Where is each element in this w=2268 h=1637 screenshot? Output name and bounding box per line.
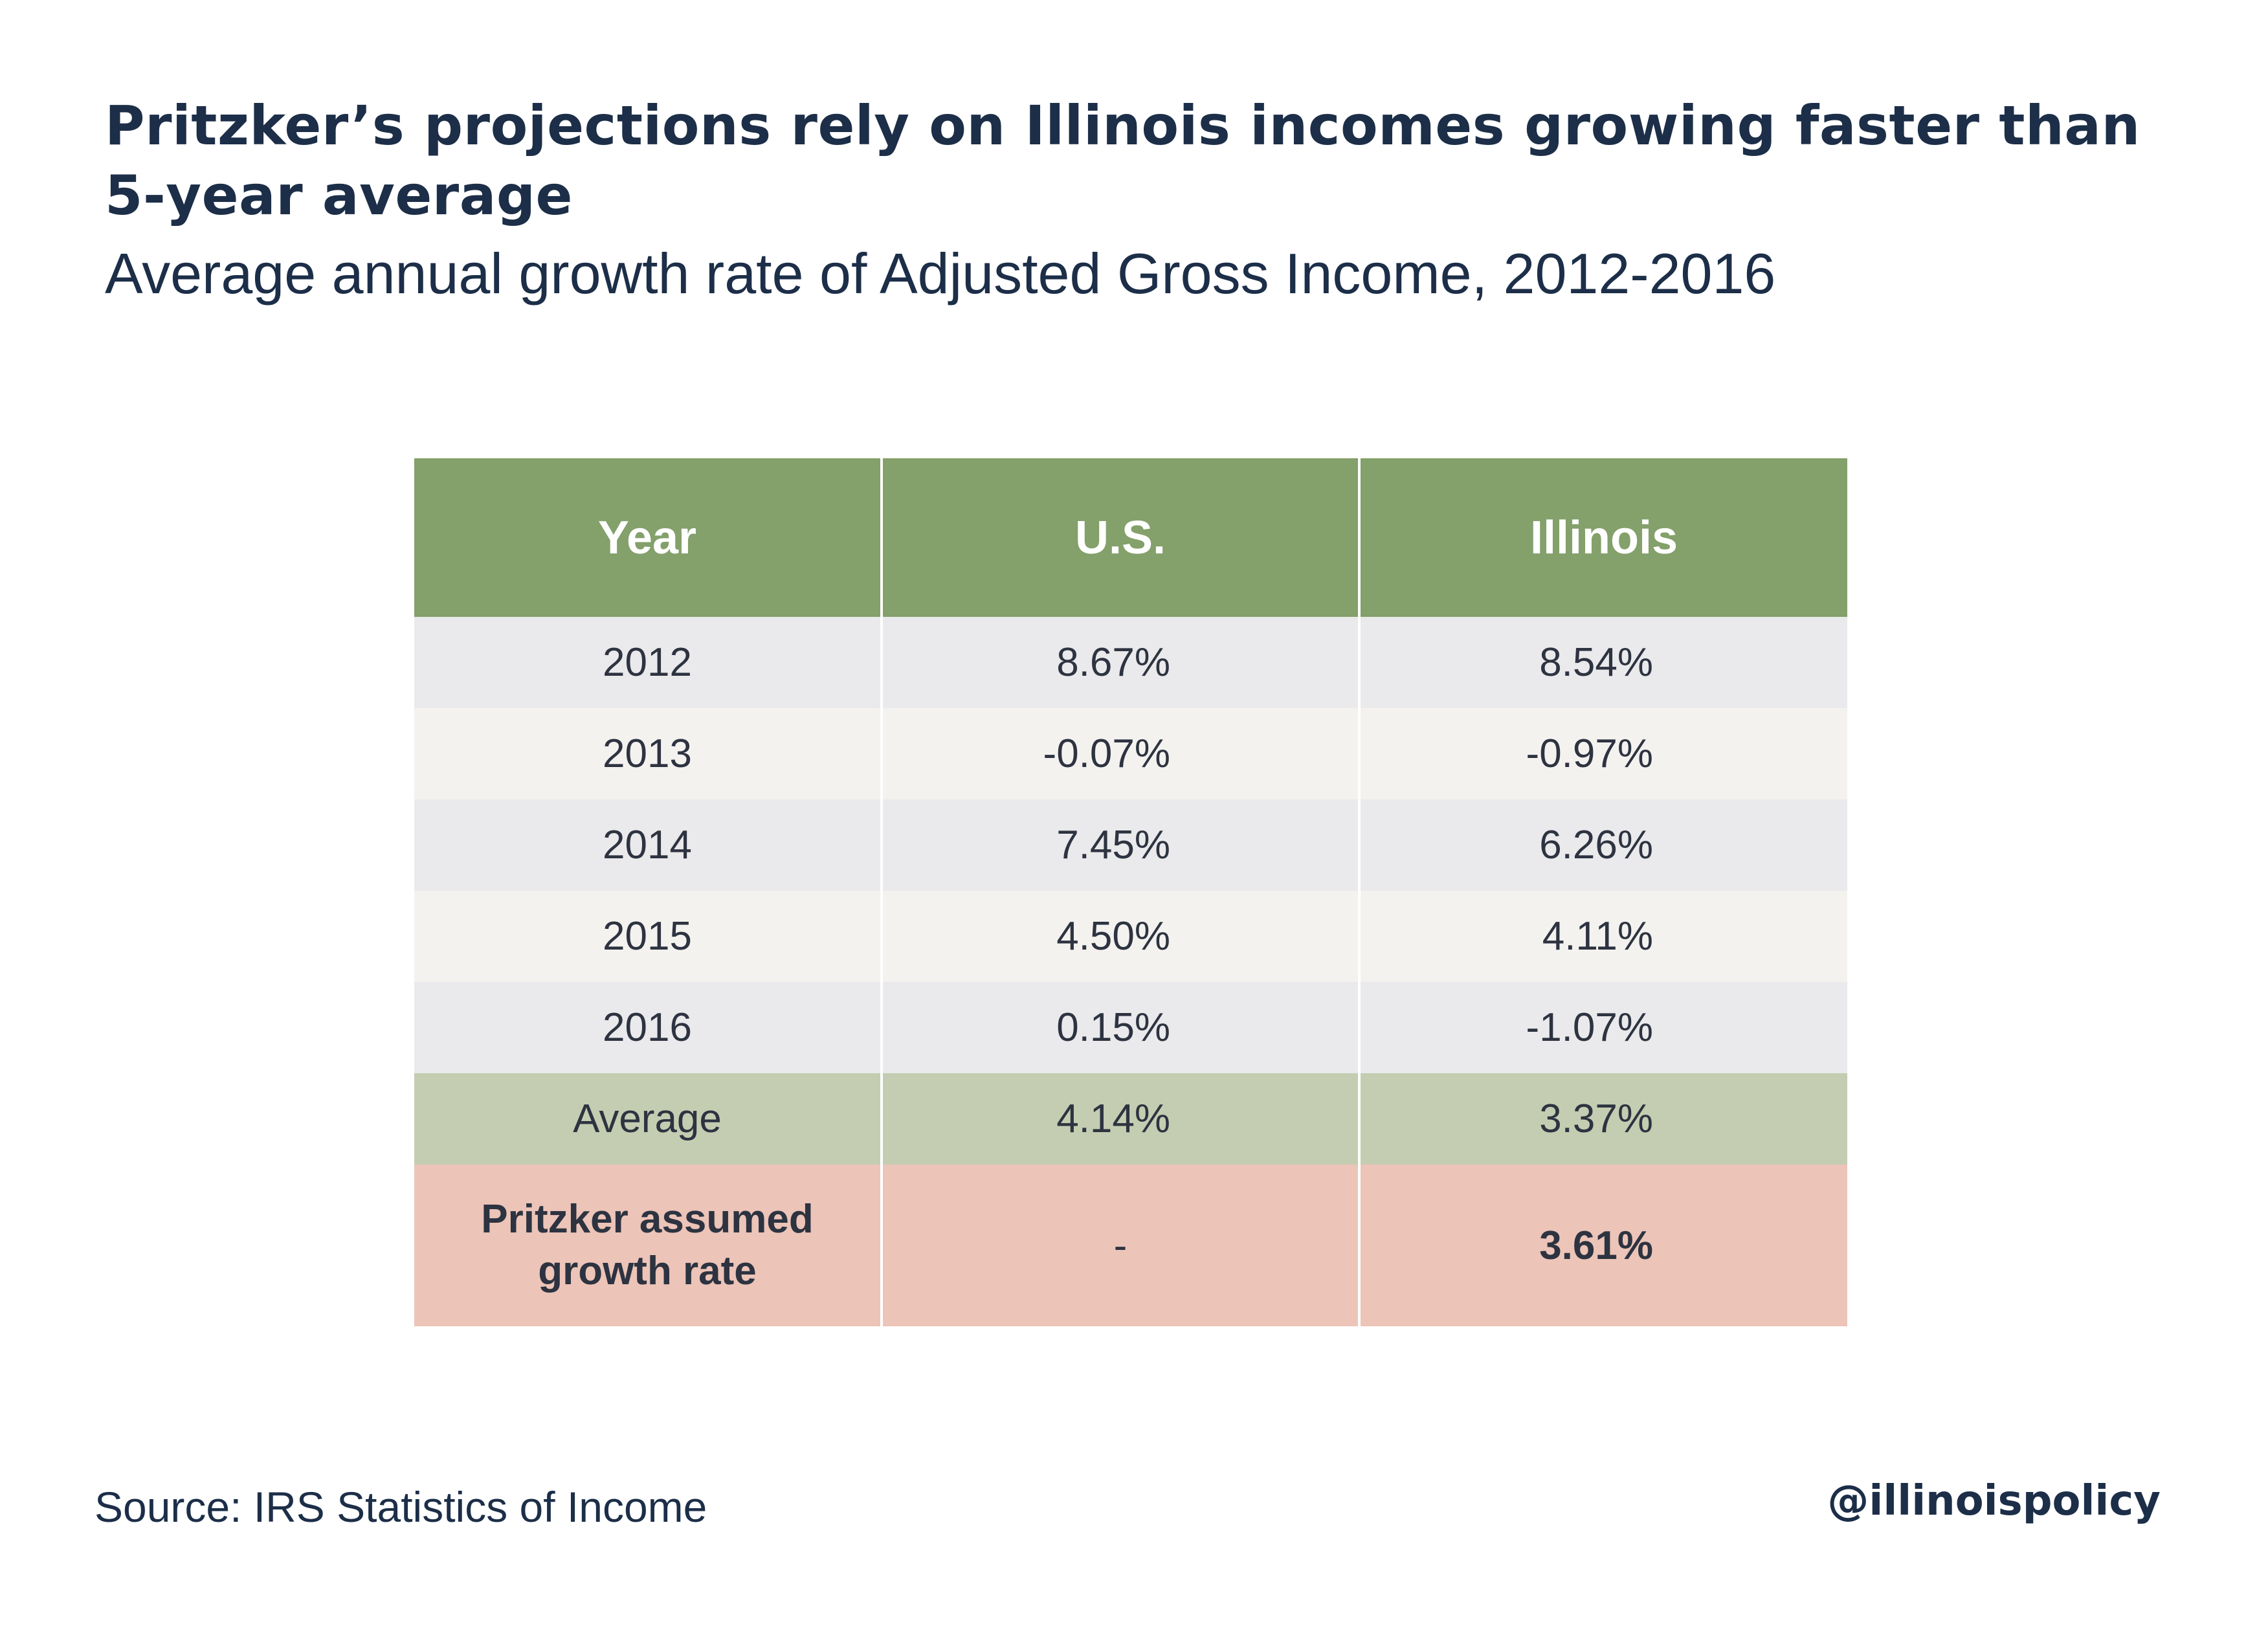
year-cell: 2012 [414,617,883,708]
illinois-value-cell: 8.54% [1359,617,1847,708]
us-value-cell: 4.50% [882,891,1361,982]
chart-title: Pritzker’s projections rely on Illinois … [105,94,2140,227]
table-header-row: Year U.S. Illinois [414,458,1847,617]
table-row: 2015 4.50% 4.11% [414,891,1847,982]
assumed-label-line2: growth rate [538,1249,757,1293]
table-row: 2014 7.45% 6.26% [414,799,1847,891]
column-header-year: Year [414,458,883,617]
table-row: 2013 -0.07% -0.97% [414,708,1847,799]
illinois-value-cell: 4.11% [1359,891,1847,982]
table-row: 2016 0.15% -1.07% [414,982,1847,1073]
source-note: Source: IRS Statistics of Income [94,1483,707,1531]
year-cell: 2013 [414,708,883,799]
illinois-value-cell: -1.07% [1359,982,1847,1073]
year-cell: 2014 [414,799,883,891]
us-value-cell: 0.15% [882,982,1361,1073]
illinois-average-cell: 3.37% [1359,1073,1847,1164]
column-header-illinois: Illinois [1359,458,1847,617]
social-handle: @illinoispolicy [1827,1477,2161,1525]
us-value-cell: 8.67% [882,617,1361,708]
illinois-value-cell: -0.97% [1359,708,1847,799]
average-row: Average 4.14% 3.37% [414,1073,1847,1164]
table-row: 2012 8.67% 8.54% [414,617,1847,708]
year-cell: 2015 [414,891,883,982]
average-label-cell: Average [414,1073,883,1164]
growth-rate-table: Year U.S. Illinois 2012 8.67% 8.54% 2013… [414,458,1847,1326]
column-header-us: U.S. [882,458,1361,617]
us-assumed-cell: - [882,1164,1361,1326]
assumed-label-cell: Pritzker assumed growth rate [414,1164,883,1326]
illinois-value-cell: 6.26% [1359,799,1847,891]
us-value-cell: -0.07% [882,708,1361,799]
chart-subtitle: Average annual growth rate of Adjusted G… [105,241,1776,306]
assumed-label-line1: Pritzker assumed [481,1197,814,1242]
assumed-rate-row: Pritzker assumed growth rate - 3.61% [414,1164,1847,1326]
us-value-cell: 7.45% [882,799,1361,891]
illinois-assumed-cell: 3.61% [1359,1164,1847,1326]
year-cell: 2016 [414,982,883,1073]
us-average-cell: 4.14% [882,1073,1361,1164]
